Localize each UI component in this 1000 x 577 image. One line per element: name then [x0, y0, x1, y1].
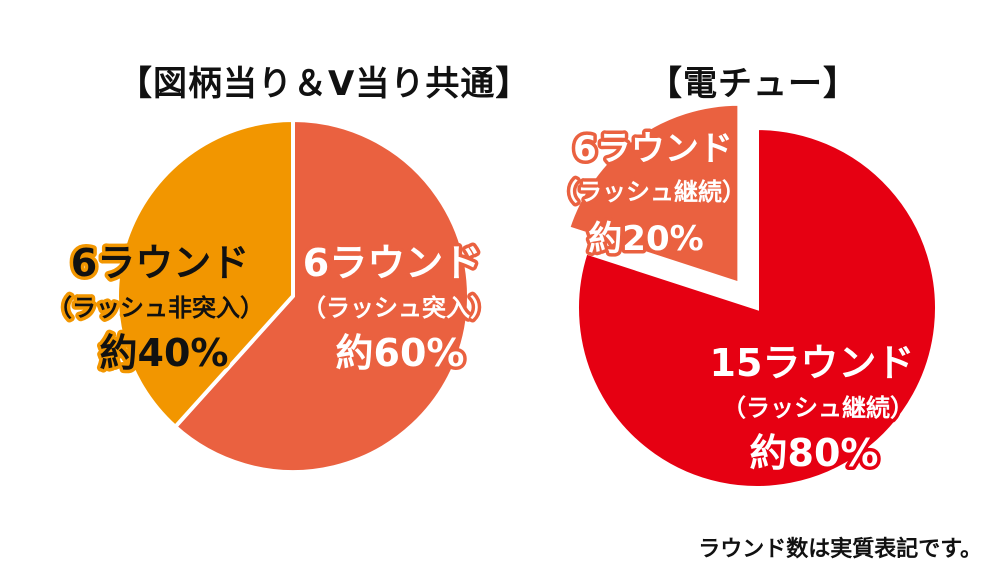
pie-slice-rush-no-entry: [115, 117, 295, 430]
pie-chart-left: [115, 117, 471, 474]
label-left-60-pct: 約60%: [336, 331, 465, 375]
label-left-60-name: 6ラウンド: [303, 241, 481, 285]
footnote: ラウンド数は実質表記です。: [698, 537, 982, 562]
pie-slice-6-round: [565, 101, 742, 287]
label-left-40-sub: （ラッシュ非突入）: [48, 294, 264, 322]
pie-slice-rush-entry: [172, 117, 471, 474]
label-right-20-name: 6ラウンド: [573, 129, 733, 169]
label-left-40-pct: 約40%: [100, 331, 229, 375]
pie-slice-15-round: [575, 125, 939, 490]
label-right-20-sub: （ラッシュ継続）: [554, 178, 746, 206]
label-left-40-name: 6ラウンド: [71, 241, 249, 285]
label-right-80-sub: （ラッシュ継続）: [722, 394, 914, 422]
slice-labels: 6ラウンド （ラッシュ突入） 約60% 6ラウンド （ラッシュ非突入） 約40% 6ラウンド…: [45, 126, 918, 479]
label-left-60-sub: （ラッシュ突入）: [302, 294, 494, 322]
label-right-80-pct: 約80%: [750, 431, 879, 475]
label-right-80-name: 15ラウンド: [710, 341, 915, 385]
chart-title-right: 【電チュー】: [648, 64, 858, 104]
pie-chart-right: [565, 101, 939, 490]
label-right-20-pct: 約20%: [588, 219, 703, 259]
chart-title-left: 【図柄当り＆V当り共通】: [118, 64, 531, 104]
